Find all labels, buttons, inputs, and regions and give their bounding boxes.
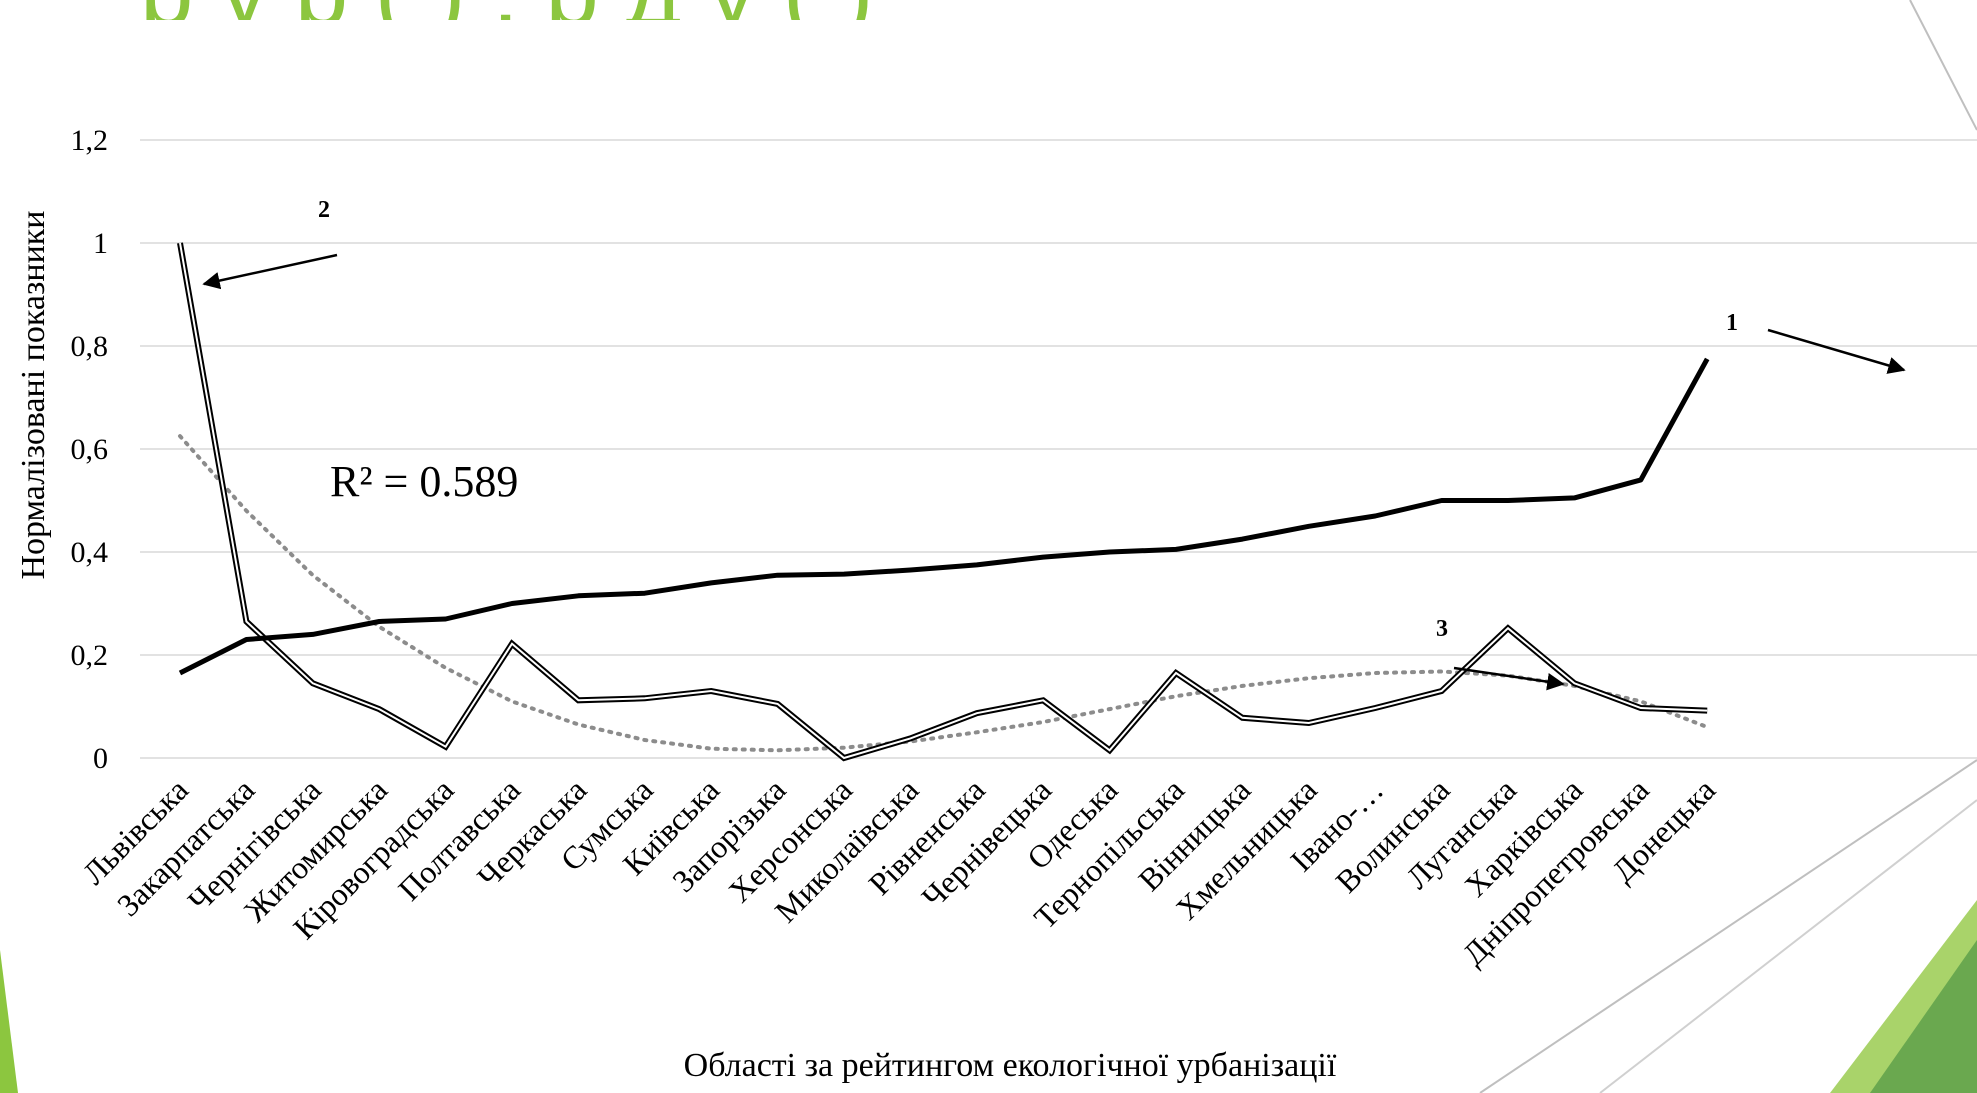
r-squared-label: R² = 0.589 bbox=[330, 457, 518, 506]
annotation-arrow-3 bbox=[1453, 666, 1565, 691]
annotation-label-1: 1 bbox=[1726, 310, 1738, 336]
series-1-line bbox=[178, 357, 1710, 676]
y-tick-label: 0,2 bbox=[71, 639, 109, 672]
green-accent-right bbox=[1870, 940, 1977, 1093]
y-tick-label: 0 bbox=[93, 742, 108, 775]
x-axis-ticks: ЛьвівськаЗакарпатськаЧернігівськаЖитомир… bbox=[75, 771, 1722, 972]
annotation-label-2: 2 bbox=[318, 197, 330, 223]
green-accent-left bbox=[0, 950, 18, 1093]
slide-title-clipped: р у р ( ) , р д у ( ) bbox=[140, 0, 1840, 20]
series-3-trend-line bbox=[178, 434, 1710, 753]
decor-line-1 bbox=[1479, 759, 1977, 1093]
gridlines bbox=[140, 139, 1977, 759]
decor-line-3 bbox=[1909, 0, 1977, 131]
slide-title-fragment: р у р ( ) , р д у ( ) bbox=[140, 0, 873, 20]
x-axis-title: Області за рейтингом екологічної урбаніз… bbox=[684, 1047, 1337, 1084]
annotation-arrow-1 bbox=[1767, 328, 1906, 374]
series-lines bbox=[177, 242, 1710, 762]
series-2-line-inner bbox=[179, 242, 1708, 760]
y-tick-label: 0,8 bbox=[71, 330, 109, 363]
decor-line-2 bbox=[1599, 799, 1977, 1093]
y-tick-label: 0,6 bbox=[71, 433, 109, 466]
y-tick-label: 1 bbox=[93, 227, 108, 260]
y-axis-title: Нормалізовані показники bbox=[15, 210, 52, 579]
annotation-arrow-2 bbox=[202, 253, 338, 290]
y-tick-label: 0,4 bbox=[71, 536, 109, 569]
y-tick-label: 1,2 bbox=[71, 124, 109, 157]
y-axis-ticks: 0 0,2 0,4 0,6 0,8 1 1,2 bbox=[71, 124, 109, 775]
annotation-label-3: 3 bbox=[1436, 616, 1448, 642]
